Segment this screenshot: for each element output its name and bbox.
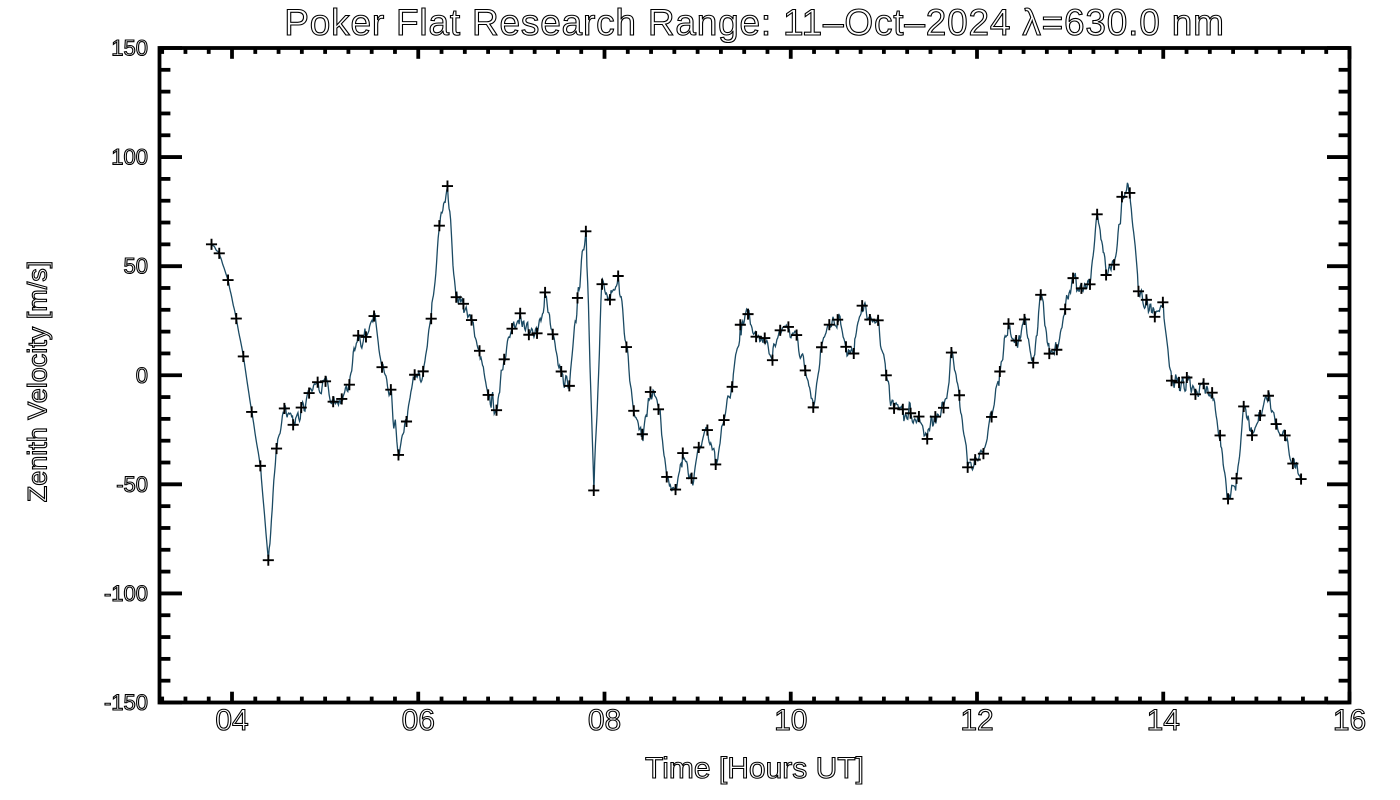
svg-text:-50: -50 (116, 472, 148, 497)
svg-text:16: 16 (1333, 704, 1366, 737)
svg-text:-100: -100 (104, 581, 148, 606)
svg-text:04: 04 (215, 704, 248, 737)
svg-text:100: 100 (111, 145, 148, 170)
svg-text:-150: -150 (104, 690, 148, 715)
svg-text:10: 10 (774, 704, 807, 737)
svg-text:50: 50 (124, 254, 148, 279)
svg-text:0: 0 (136, 363, 148, 388)
svg-text:08: 08 (588, 704, 621, 737)
svg-text:150: 150 (111, 36, 148, 61)
svg-text:12: 12 (960, 704, 993, 737)
svg-text:06: 06 (402, 704, 435, 737)
svg-text:14: 14 (1147, 704, 1180, 737)
